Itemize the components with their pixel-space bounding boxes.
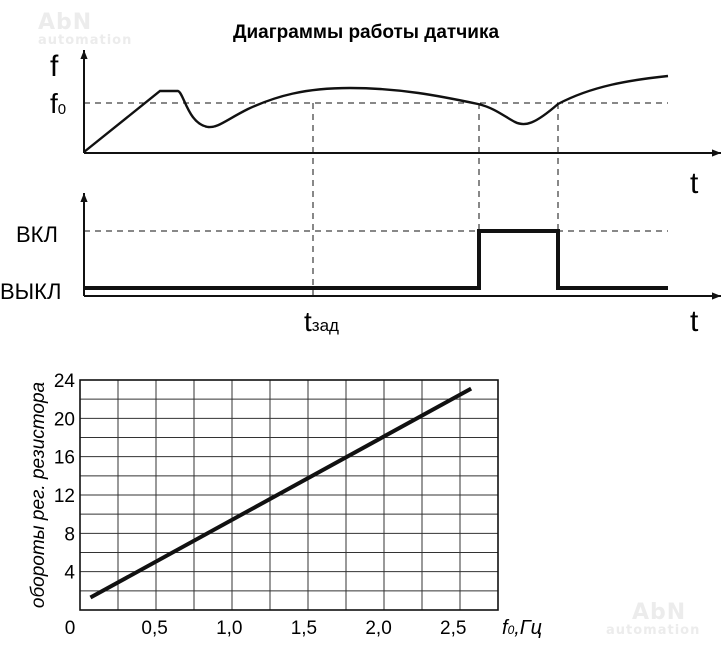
y-tick-label: 12 (54, 486, 75, 507)
x-tick-label: 0,5 (141, 618, 167, 639)
watermark-bottom-right: AbN automation (606, 600, 701, 638)
plot-area (79, 379, 499, 611)
tset-sub: зад (312, 316, 339, 335)
y-axis-label: обороты рег. резистора (28, 382, 49, 608)
state-diagram: ВКЛ ВЫКЛ tзад t (0, 193, 721, 338)
x-tick-labels: 0,5 1,0 1,5 2,0 2,5 (141, 618, 466, 639)
x-axis-label-sub: 0 (508, 623, 515, 637)
x-tick-label: 2,0 (365, 618, 391, 639)
y-tick-label: 8 (64, 524, 75, 545)
watermark-sub: automation (38, 33, 133, 48)
page-title: Диаграммы работы датчика (233, 22, 499, 43)
series-group (89, 386, 473, 600)
series-line (89, 386, 473, 600)
watermark-sub-2: automation (606, 623, 701, 638)
off-label: ВЫКЛ (0, 279, 61, 304)
relay-state-signal (84, 229, 668, 290)
y-tick-label: 24 (54, 371, 76, 392)
x-axis-label-rest: ,Гц (514, 617, 542, 639)
timing-guides (312, 103, 559, 296)
watermark-brand-2: AbN (632, 600, 687, 625)
frequency-curve (83, 74, 669, 153)
x-tick-label: 1,0 (216, 618, 242, 639)
f0-sub: 0 (58, 101, 66, 118)
chart-grid (80, 380, 498, 610)
time-axis-label-bottom: t (690, 305, 699, 338)
tset-main: t (304, 306, 312, 337)
x-axis-label-main: f (502, 617, 510, 639)
y-tick-label: 20 (54, 409, 75, 430)
f0-label: f0 (50, 88, 66, 119)
x-tick-label: 2,5 (440, 618, 466, 639)
calibration-chart: 0,5 1,0 1,5 2,0 2,5 4 8 12 16 20 24 0 обороты рег… (28, 371, 542, 639)
watermark-brand: AbN (38, 10, 93, 35)
on-label: ВКЛ (16, 222, 58, 247)
origin-label: 0 (65, 618, 76, 639)
x-tick-label: 1,5 (291, 618, 317, 639)
y-tick-label: 4 (64, 563, 75, 584)
x-axis-label: f0,Гц (502, 617, 542, 639)
y-tick-label: 16 (54, 448, 75, 469)
watermark-top-left: AbN automation (38, 10, 133, 48)
tset-label: tзад (304, 306, 339, 337)
plot-frame (79, 379, 499, 611)
freq-axis-label: f (50, 50, 59, 83)
y-tick-labels: 4 8 12 16 20 24 (54, 371, 76, 584)
time-axis-label-top: t (690, 167, 699, 200)
frequency-diagram: f f0 t (50, 50, 721, 200)
f0-main: f (50, 88, 58, 119)
